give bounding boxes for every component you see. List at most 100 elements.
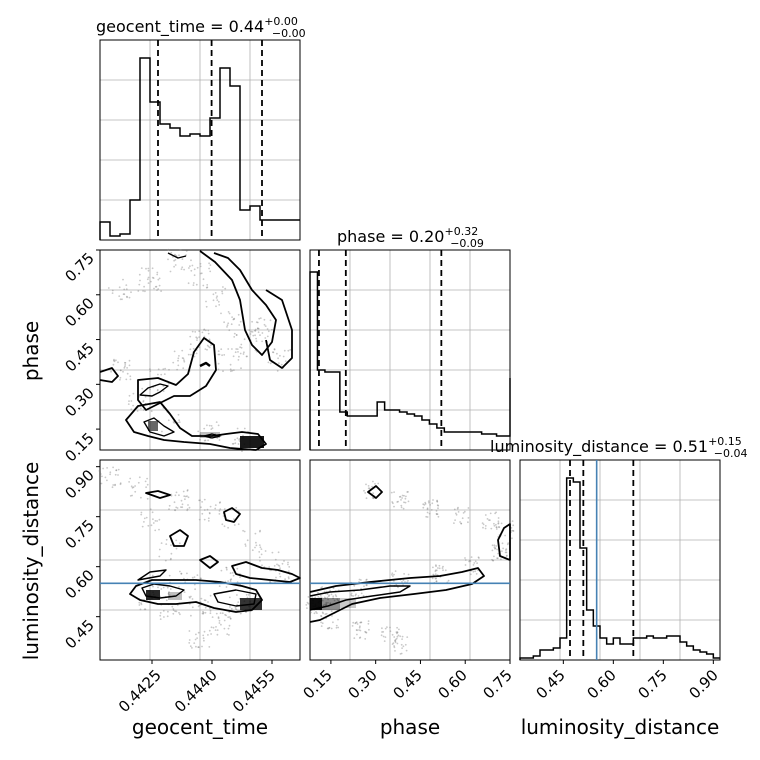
sample-point-geocent-phase <box>151 267 154 270</box>
sample-point-phase-ld <box>394 570 397 572</box>
sample-point-geocent-phase <box>190 259 192 262</box>
sample-point-geocent-ld <box>254 532 257 535</box>
sample-point-geocent-ld <box>145 516 148 519</box>
sample-point-phase-ld <box>325 603 328 606</box>
sample-point-geocent-ld <box>117 468 120 471</box>
sample-point-geocent-ld <box>218 585 221 587</box>
sample-point-geocent-ld <box>186 509 189 512</box>
sample-point-geocent-ld <box>200 506 202 509</box>
sample-point-geocent-ld <box>287 577 290 580</box>
sample-point-geocent-phase <box>172 361 175 364</box>
sample-point-phase-ld <box>399 635 402 638</box>
sample-point-geocent-phase <box>238 324 241 326</box>
sample-point-geocent-phase <box>203 427 206 430</box>
sample-point-phase-ld <box>405 649 408 652</box>
sample-point-geocent-ld <box>287 563 289 566</box>
sample-point-phase-ld <box>432 566 434 569</box>
sample-point-geocent-ld <box>201 501 204 503</box>
sample-point-geocent-phase <box>125 378 128 381</box>
sample-point-geocent-phase <box>132 392 135 395</box>
sample-point-phase-ld <box>454 519 456 521</box>
sample-point-phase-ld <box>383 640 386 642</box>
sample-point-phase-ld <box>399 653 402 655</box>
sample-point-geocent-phase <box>170 251 173 254</box>
sample-point-phase-ld <box>337 626 340 629</box>
sample-point-geocent-ld <box>183 495 186 498</box>
sample-point-phase-ld <box>391 572 394 575</box>
sample-point-geocent-phase <box>255 340 258 342</box>
sample-point-geocent-ld <box>189 596 191 599</box>
sample-point-phase-ld <box>350 592 353 595</box>
sample-point-geocent-ld <box>176 507 179 509</box>
sample-point-phase-ld <box>474 570 477 573</box>
contour-geocent-ld-d <box>199 555 219 569</box>
sample-point-geocent-ld <box>287 570 290 573</box>
sample-point-geocent-phase <box>121 298 123 301</box>
sample-point-phase-ld <box>401 638 403 640</box>
sample-point-geocent-phase <box>149 370 152 372</box>
sample-point-geocent-ld <box>207 520 210 522</box>
sample-point-geocent-ld <box>167 593 170 595</box>
sample-point-phase-ld <box>399 495 402 498</box>
sample-point-geocent-phase <box>280 363 283 366</box>
sample-point-geocent-ld <box>115 469 118 472</box>
sample-point-phase-ld <box>489 519 491 521</box>
sample-point-geocent-phase <box>223 354 226 356</box>
sample-point-geocent-ld <box>228 596 231 599</box>
sample-point-phase-ld <box>492 559 494 562</box>
sample-point-geocent-ld <box>166 586 169 589</box>
sample-point-geocent-phase <box>221 290 224 293</box>
sample-point-phase-ld <box>332 595 335 598</box>
sample-point-geocent-ld <box>143 608 146 611</box>
sample-point-geocent-ld <box>229 606 231 608</box>
sample-point-geocent-phase <box>151 276 154 279</box>
sample-point-phase-ld <box>486 518 489 520</box>
sample-point-geocent-ld <box>203 630 206 633</box>
xlabel-luminosity-distance: luminosity_distance <box>521 715 720 739</box>
sample-point-geocent-ld <box>269 581 271 583</box>
sample-point-geocent-ld <box>174 509 177 512</box>
sample-point-geocent-ld <box>172 612 175 615</box>
sample-point-geocent-phase <box>204 439 207 442</box>
sample-point-geocent-ld <box>144 480 147 483</box>
sample-point-phase-ld <box>391 501 394 503</box>
sample-point-phase-ld <box>330 627 333 630</box>
sample-point-phase-ld <box>305 604 308 606</box>
sample-point-geocent-phase <box>147 269 150 272</box>
title-geocent-time: geocent_time = 0.44+0.00 −0.00 <box>96 15 306 40</box>
sample-point-geocent-ld <box>211 616 214 618</box>
chart-marks <box>96 40 720 664</box>
sample-point-geocent-ld <box>190 614 192 617</box>
sample-point-phase-ld <box>360 621 362 624</box>
sample-point-phase-ld <box>314 596 317 599</box>
sample-point-phase-ld <box>435 580 438 583</box>
sample-point-geocent-ld <box>202 634 205 637</box>
sample-point-geocent-phase <box>192 282 195 284</box>
sample-point-geocent-ld <box>111 486 114 489</box>
sample-point-geocent-phase <box>218 304 221 306</box>
sample-point-phase-ld <box>363 489 365 492</box>
sample-point-phase-ld <box>367 620 370 622</box>
sample-point-phase-ld <box>477 556 480 559</box>
sample-point-phase-ld <box>500 522 503 525</box>
sample-point-geocent-phase <box>150 280 152 283</box>
sample-point-phase-ld <box>511 537 513 540</box>
sample-point-geocent-phase <box>128 400 130 402</box>
sample-point-geocent-phase <box>243 427 246 430</box>
contour-geocent-phase-outer-a <box>199 250 277 356</box>
sample-point-phase-ld <box>371 485 373 488</box>
sample-point-geocent-phase <box>206 348 208 351</box>
sample-point-phase-ld <box>321 599 324 602</box>
panel-frames <box>99 39 721 661</box>
sample-point-geocent-ld <box>225 586 228 588</box>
sample-point-phase-ld <box>423 504 426 506</box>
sample-point-phase-ld <box>504 534 506 537</box>
sample-point-geocent-ld <box>199 499 201 502</box>
sample-point-phase-ld <box>404 643 407 646</box>
sample-point-geocent-phase <box>160 373 163 376</box>
tick-label-ld-x-2: 0.75 <box>634 666 670 702</box>
sample-point-phase-ld <box>496 548 498 551</box>
density-cell-phase-ld <box>322 598 340 610</box>
sample-point-geocent-ld <box>277 564 280 567</box>
sample-point-geocent-ld <box>119 482 122 485</box>
